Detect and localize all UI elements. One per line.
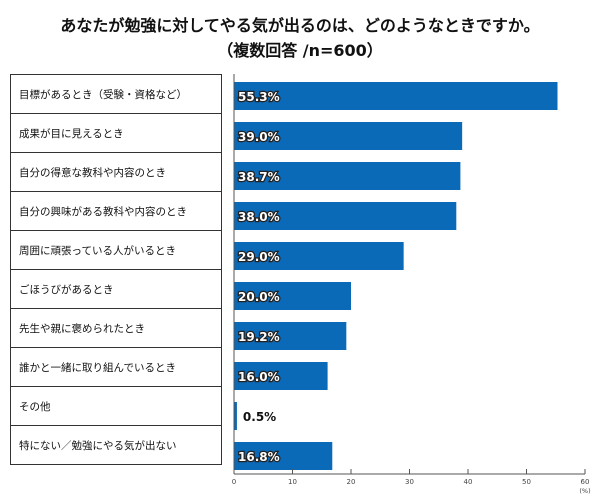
data-label: 16.0% [238, 370, 280, 384]
bar [234, 442, 333, 470]
x-tick-label: 20 [347, 478, 356, 486]
category-label: 自分の得意な教科や内容のとき [11, 153, 221, 192]
data-label: 20.0% [238, 290, 280, 304]
bar [234, 122, 463, 150]
data-label: 0.5% [243, 410, 276, 424]
category-label: ごほうびがあるとき [11, 270, 221, 309]
x-tick-label: 30 [405, 478, 414, 486]
chart-subtitle: （複数回答 /n=600） [217, 41, 383, 60]
data-label: 55.3% [238, 90, 280, 104]
data-label: 16.8% [238, 450, 280, 464]
x-tick-label: 0 [232, 478, 236, 486]
category-label: その他 [11, 387, 221, 426]
bar [234, 82, 558, 110]
chart-title: あなたが勉強に対してやる気が出るのは、どのようなときですか。 [60, 16, 540, 35]
category-label: 成果が目に見えるとき [11, 114, 221, 153]
bar [234, 322, 347, 350]
x-tick-label: 60 [581, 478, 590, 486]
bar [234, 362, 328, 390]
x-tick-label: 10 [288, 478, 297, 486]
category-label: 特にない／勉強にやる気が出ない [11, 426, 221, 465]
bar [234, 402, 237, 430]
data-label: 38.0% [238, 210, 280, 224]
category-label: 目標があるとき（受験・資格など） [11, 75, 221, 114]
data-label: 29.0% [238, 250, 280, 264]
x-axis-unit: (%) [579, 487, 590, 495]
x-tick-label: 40 [464, 478, 473, 486]
data-label: 39.0% [238, 130, 280, 144]
bar [234, 282, 351, 310]
x-tick-label: 50 [522, 478, 531, 486]
category-label: 自分の興味がある教科や内容のとき [11, 192, 221, 231]
bar [234, 242, 404, 270]
bar [234, 202, 457, 230]
category-table: 目標があるとき（受験・資格など） 成果が目に見えるとき 自分の得意な教科や内容のとき… [10, 74, 222, 465]
category-label: 周囲に頑張っている人がいるとき [11, 231, 221, 270]
data-label: 19.2% [238, 330, 280, 344]
category-label: 先生や親に褒められたとき [11, 309, 221, 348]
bar [234, 162, 461, 190]
data-label: 38.7% [238, 170, 280, 184]
category-label: 誰かと一緒に取り組んでいるとき [11, 348, 221, 387]
